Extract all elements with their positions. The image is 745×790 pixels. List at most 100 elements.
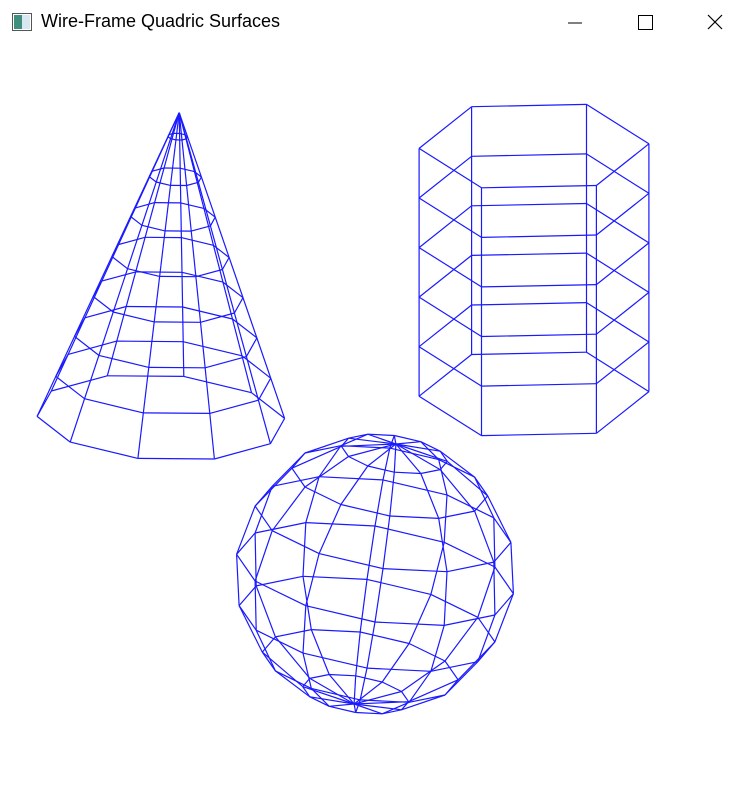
cone-ring-edge — [181, 271, 224, 283]
sphere-longitude-edge — [420, 441, 440, 461]
sphere-longitude-edge — [304, 456, 349, 488]
sphere-longitude-edge — [340, 465, 369, 505]
sphere-longitude-edge — [254, 486, 273, 534]
sphere-longitude-edge — [438, 518, 448, 572]
maximize-button[interactable] — [609, 0, 679, 44]
cone-ring-edge — [257, 377, 272, 401]
sphere-longitude-edge — [275, 670, 311, 698]
sphere-longitude-edge — [408, 594, 432, 644]
sphere-longitude-edge — [353, 675, 357, 705]
sphere-longitude-edge — [477, 566, 496, 618]
sphere-latitude-edge — [438, 510, 475, 519]
sphere-longitude-edge — [309, 677, 355, 705]
maximize-icon — [638, 15, 653, 30]
sphere-latitude-edge — [430, 593, 479, 618]
sphere-latitude-edge — [401, 691, 410, 703]
cone-ring-edge — [118, 236, 146, 246]
cone-ring-edge — [74, 335, 100, 356]
sphere-longitude-edge — [254, 530, 273, 582]
drawing-canvas — [0, 44, 745, 790]
sphere-longitude-edge — [443, 494, 448, 543]
sphere-latitude-edge — [381, 681, 402, 693]
sphere-longitude-edge — [310, 687, 330, 707]
sphere-longitude-edge — [359, 667, 368, 701]
sphere-latitude-edge — [238, 605, 257, 631]
sphere-longitude-edge — [420, 473, 440, 519]
sphere-latitude-edge — [493, 542, 512, 563]
cone-ring-edge — [197, 176, 202, 183]
sphere-longitude-edge — [401, 694, 446, 711]
sphere-longitude-edge — [401, 660, 446, 692]
sphere-longitude-edge — [408, 679, 459, 703]
cylinder-ring-edge — [481, 284, 597, 288]
sphere-longitude-edge — [238, 605, 263, 653]
sphere-longitude-edge — [493, 562, 496, 616]
sphere-latitude-edge — [367, 433, 395, 437]
sphere-latitude-edge — [366, 667, 431, 672]
minimize-button[interactable] — [540, 0, 610, 44]
sphere-longitude-edge — [493, 517, 496, 568]
cone-ring-edge — [209, 399, 259, 414]
cone-ring-edge — [137, 457, 215, 460]
sphere-latitude-edge — [238, 585, 257, 606]
sphere-longitude-edge — [254, 580, 257, 631]
sphere-latitude-edge — [256, 575, 304, 587]
cylinder-ring-edge — [586, 153, 650, 194]
cone-ring-edge — [113, 311, 155, 323]
sphere-longitude-edge — [255, 629, 276, 672]
sphere-longitude-edge — [341, 443, 396, 447]
cone-slice-edge — [178, 112, 215, 460]
sphere-longitude-edge — [474, 476, 495, 519]
sphere-latitude-edge — [360, 631, 410, 645]
sphere-latitude-edge — [261, 636, 276, 653]
sphere-longitude-edge — [444, 661, 479, 696]
sphere-longitude-edge — [367, 443, 397, 467]
cone-ring-edge — [179, 132, 186, 136]
sphere-longitude-edge — [382, 515, 391, 569]
cylinder-ring-edge — [586, 103, 650, 145]
sphere-latitude-edge — [348, 455, 369, 467]
sphere-longitude-edge — [366, 525, 376, 580]
sphere-longitude-edge — [255, 585, 276, 638]
sphere-latitude-edge — [329, 705, 356, 714]
sphere-latitude-edge — [261, 651, 276, 672]
sphere-longitude-edge — [302, 652, 312, 689]
sphere-latitude-edge — [340, 445, 349, 457]
sphere-longitude-edge — [271, 452, 306, 487]
sphere-longitude-edge — [309, 696, 355, 705]
sphere-longitude-edge — [366, 621, 376, 669]
title-bar[interactable]: Wire-Frame Quadric Surfaces — [0, 0, 745, 44]
sphere-longitude-edge — [329, 703, 355, 707]
close-icon — [707, 14, 723, 30]
sphere-latitude-edge — [302, 678, 311, 687]
sphere-longitude-edge — [353, 681, 383, 705]
sphere-longitude-edge — [318, 445, 342, 478]
sphere-longitude-edge — [340, 433, 369, 447]
sphere-longitude-edge — [477, 614, 496, 662]
cylinder-wireframe — [418, 103, 650, 437]
close-button[interactable] — [680, 0, 745, 44]
cone-ring-edge — [84, 398, 144, 414]
sphere-longitude-edge — [305, 553, 320, 606]
cylinder-ring-edge — [481, 333, 597, 338]
sphere-latitude-edge — [438, 459, 475, 478]
cylinder-ring-edge — [471, 202, 587, 207]
sphere-longitude-edge — [305, 476, 320, 523]
cone-ring-edge — [182, 306, 233, 320]
cone-ring-edge — [156, 181, 171, 186]
sphere-latitude-edge — [439, 450, 448, 462]
sphere-longitude-edge — [395, 443, 422, 474]
cylinder-ring-edge — [418, 395, 482, 437]
sphere-longitude-edge — [494, 593, 514, 643]
sphere-latitude-edge — [408, 642, 446, 662]
sphere-latitude-edge — [329, 673, 356, 677]
sphere-longitude-edge — [382, 447, 391, 481]
sphere-longitude-edge — [359, 579, 368, 633]
sphere-latitude-edge — [408, 694, 446, 703]
cone-ring-edge — [152, 167, 165, 172]
sphere-latitude-edge — [340, 503, 390, 517]
sphere-latitude-edge — [309, 673, 330, 679]
cone-ring-edge — [233, 297, 244, 314]
cone-ring-edge — [116, 340, 184, 343]
